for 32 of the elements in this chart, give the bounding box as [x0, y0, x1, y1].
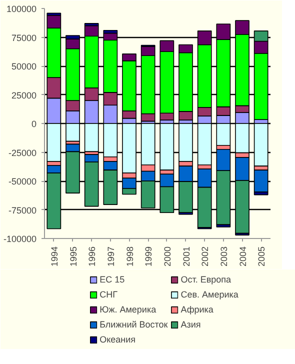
x-tick-label: 2002: [200, 246, 210, 267]
bar: [178, 123, 193, 162]
x-tick-label: 1999: [144, 246, 154, 267]
x-tick-label: 1994: [49, 246, 60, 267]
legend-label: СНГ: [100, 288, 118, 300]
y-tick-label: -75000: [8, 205, 37, 216]
y-tick-label: 75000: [11, 32, 37, 43]
y-tick-label: 0: [31, 119, 37, 129]
y-tick-label: -100000: [3, 234, 36, 244]
legend-label: Сев. Америка: [180, 288, 238, 300]
x-tick-label: 1995: [68, 246, 78, 267]
x-tick-label: 2004: [238, 246, 248, 267]
legend-label: Азия: [180, 318, 201, 330]
y-tick-label: -50000: [8, 176, 37, 186]
x-tick-label: 1996: [87, 246, 98, 267]
y-tick-label: 100000: [6, 4, 37, 14]
x-tick-label: 2003: [218, 246, 229, 267]
legend-label: Океания: [100, 333, 136, 346]
legend-label: Юж. Америка: [100, 303, 156, 316]
bar: [160, 123, 174, 170]
legend-label: ЕС 15: [100, 273, 125, 286]
legend-label: Ост. Европа: [180, 273, 232, 286]
x-tick-label: 2005: [256, 246, 267, 267]
legend-label: Ближний Восток: [100, 318, 168, 330]
x-tick-label: 1998: [124, 246, 135, 267]
y-tick-label: -25000: [8, 148, 37, 158]
legend-label: Африка: [180, 303, 214, 316]
x-tick-label: 2000: [162, 246, 172, 267]
x-tick-label: 1997: [106, 246, 116, 267]
y-tick-label: 25000: [11, 90, 37, 100]
x-tick-label: 2001: [181, 246, 192, 267]
y-tick-label: 50000: [11, 62, 37, 72]
